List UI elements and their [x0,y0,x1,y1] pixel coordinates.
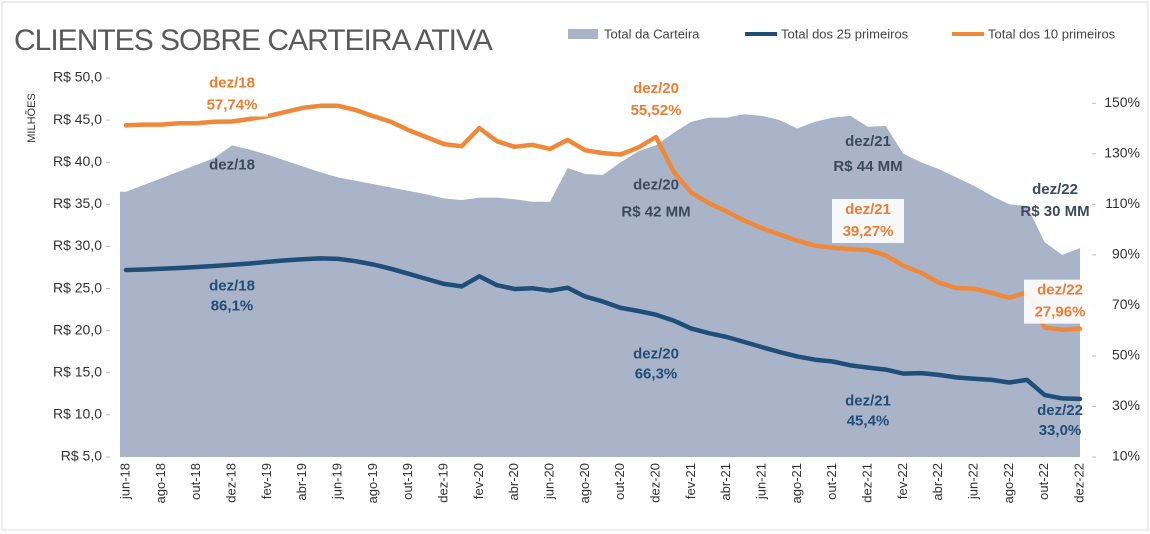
x-tick-label: out-19 [400,463,415,500]
legend-label: Total dos 25 primeiros [781,26,909,41]
x-tick-label: fev-20 [471,463,486,499]
data-label: 66,3% [635,366,678,383]
y-tick-label: R$ 15,0 [53,363,102,379]
y2-tick-label: 50% [1112,347,1140,363]
data-label-date: dez/18 [209,75,255,92]
x-tick-label: dez-19 [435,463,450,503]
legend-label: Total da Carteira [604,26,700,41]
x-tick-label: dez-21 [859,463,874,503]
x-tick-label: abr-21 [718,463,733,501]
y2-tick-label: 90% [1112,246,1140,262]
x-tick-label: jun-18 [117,463,132,500]
data-label-date: dez/21 [845,133,891,150]
data-label-date: dez/21 [845,393,891,410]
x-tick-label: ago-21 [789,463,804,503]
y-tick-label: R$ 20,0 [53,321,102,337]
label-background [196,72,268,117]
data-label: 27,96% [1035,304,1086,321]
x-tick-label: ago-19 [365,463,380,503]
y-tick-label: R$ 50,0 [53,69,102,85]
x-tick-label: abr-22 [930,463,945,501]
data-label-date: dez/22 [1037,282,1083,299]
legend-swatch [568,29,598,39]
x-tick-label: abr-20 [506,463,521,501]
y2-tick-label: 30% [1112,397,1140,413]
y-tick-label: R$ 10,0 [53,406,102,422]
x-tick-label: ago-20 [577,463,592,503]
y-tick-label: R$ 45,0 [53,111,102,127]
label-background [832,198,904,243]
x-tick-label: dez-20 [647,463,662,503]
line [123,103,1083,332]
label-background [1024,279,1096,324]
y-tick-label: R$ 30,0 [53,237,102,253]
x-tick-label: jun-19 [329,463,344,500]
x-tick-label: out-22 [1036,463,1051,500]
data-label: 86,1% [211,298,254,315]
data-label: 33,0% [1039,422,1082,439]
data-label-date: dez/20 [633,346,679,363]
x-tick-label: abr-19 [294,463,309,501]
line [123,256,1083,402]
chart-title: CLIENTES SOBRE CARTEIRA ATIVA [14,24,493,57]
data-label-date: dez/18 [209,156,255,173]
x-tick-label: fev-21 [683,463,698,499]
data-label: R$ 44 MM [833,158,902,175]
data-label: R$ 42 MM [621,203,690,220]
y2-tick-label: 130% [1104,145,1140,161]
y2-tick-label: 10% [1112,448,1140,464]
data-label-date: dez/18 [209,278,255,295]
x-tick-label: jun-20 [541,463,556,500]
data-label: 45,4% [847,413,890,430]
data-label: 57,74% [207,97,258,114]
y-tick-label: R$ 40,0 [53,153,102,169]
x-tick-label: out-21 [824,463,839,500]
data-label: R$ 30 MM [1020,203,1089,220]
data-label-date: dez/22 [1037,402,1083,419]
data-label: 39,27% [843,223,894,240]
x-tick-label: fev-19 [259,463,274,499]
x-tick-label: ago-18 [153,463,168,503]
data-label-date: dez/22 [1032,181,1078,198]
data-label-date: dez/20 [633,176,679,193]
y-tick-label: R$ 25,0 [53,279,102,295]
data-label-date: dez/21 [845,201,891,218]
y2-tick-label: 110% [1105,195,1140,211]
legend-label: Total dos 10 primeiros [988,26,1116,41]
x-tick-label: fev-22 [895,463,910,499]
x-tick-label: dez-18 [223,463,238,503]
y-tick-label: R$ 5,0 [61,448,102,464]
label-background [620,77,692,122]
x-tick-label: jun-22 [965,463,980,500]
x-tick-label: jun-21 [753,463,768,500]
y2-tick-label: 150% [1104,94,1140,110]
data-label: 55,52% [631,102,682,119]
x-tick-label: dez-22 [1071,463,1086,503]
data-label-date: dez/20 [633,80,679,97]
x-tick-label: out-18 [188,463,203,500]
y-tick-label: R$ 35,0 [53,195,102,211]
x-tick-label: out-20 [612,463,627,500]
y2-tick-label: 70% [1112,296,1140,312]
x-tick-label: ago-22 [1001,463,1016,503]
y-axis-label: MILHÕES [25,93,38,143]
